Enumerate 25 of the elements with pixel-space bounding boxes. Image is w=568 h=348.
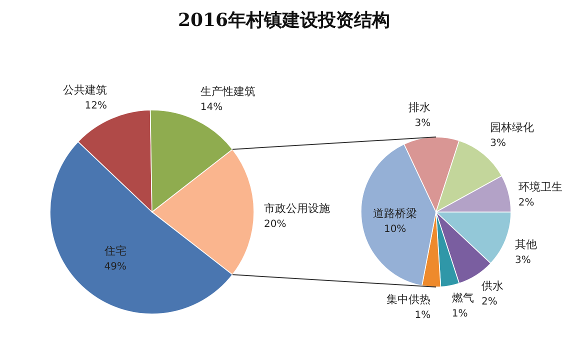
chart-title: 2016年村镇建设投资结构 — [178, 10, 390, 31]
slice-label: 住宅 — [104, 244, 126, 258]
data-label: 10% — [384, 224, 406, 236]
slice-label: 生产性建筑 — [200, 85, 256, 98]
slice-label: 公共建筑 — [63, 84, 108, 97]
data-label: 3% — [515, 255, 531, 266]
data-label: 1% — [452, 308, 468, 320]
slice-label: 供水 — [482, 279, 504, 292]
data-label: 14% — [200, 102, 223, 114]
slice-label: 集中供热 — [386, 292, 431, 306]
data-label: 2% — [518, 197, 534, 208]
data-label: 2% — [482, 296, 498, 308]
slice-label: 环境卫生 — [518, 180, 562, 194]
slice-label: 市政公用设施 — [264, 202, 330, 215]
slice-label: 其他 — [515, 238, 538, 252]
data-label: 3% — [414, 118, 431, 130]
slice-label: 道路桥梁 — [373, 207, 418, 220]
slice-label: 园林绿化 — [490, 120, 534, 134]
data-label: 3% — [490, 138, 506, 149]
slice-label: 燃气 — [452, 291, 474, 304]
data-label: 20% — [264, 219, 286, 230]
data-label: 49% — [104, 262, 127, 273]
slice-label: 排水 — [408, 101, 431, 114]
data-label: 12% — [84, 100, 108, 112]
data-label: 1% — [414, 310, 431, 321]
